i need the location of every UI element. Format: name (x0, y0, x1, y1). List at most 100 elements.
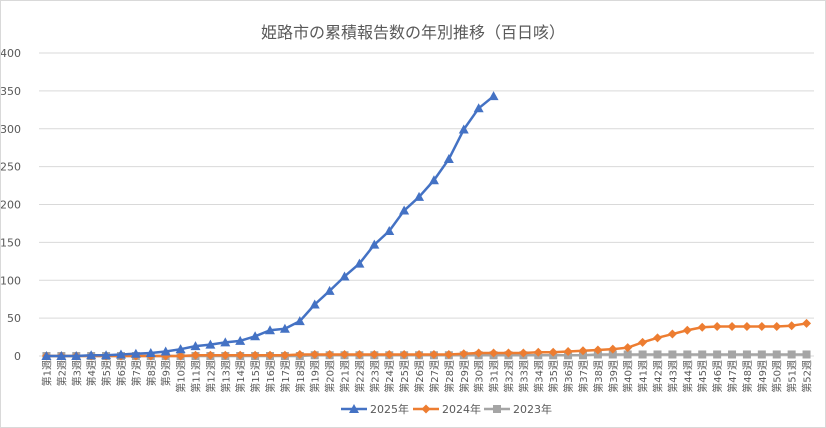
data-point (250, 331, 261, 341)
data-point (638, 337, 648, 347)
x-tick-label: 第39週 (607, 360, 620, 393)
data-point (578, 346, 588, 356)
data-point (713, 350, 722, 359)
data-point (354, 258, 365, 268)
series-line-2025年 (46, 95, 495, 358)
x-tick-label: 第50週 (771, 360, 784, 393)
x-tick-label: 第24週 (383, 360, 396, 393)
data-point (205, 339, 216, 349)
data-point (115, 349, 126, 359)
data-point (548, 347, 558, 357)
x-tick-label: 第7週 (130, 360, 143, 386)
data-point (623, 343, 633, 353)
gridlines (39, 52, 814, 357)
x-tick-label: 第37週 (577, 360, 590, 393)
data-point (265, 325, 276, 335)
x-tick-label: 第32週 (502, 360, 515, 393)
data-point (354, 349, 364, 359)
data-point (638, 350, 647, 359)
x-tick-label: 第41週 (637, 360, 650, 393)
x-tick-label: 第26週 (413, 360, 426, 393)
data-point (384, 226, 395, 236)
data-point (489, 348, 499, 358)
x-tick-label: 第28週 (443, 360, 456, 393)
x-tick-label: 第8週 (145, 360, 158, 386)
data-point (787, 350, 796, 359)
data-point (340, 349, 350, 359)
legend-marker (421, 404, 431, 414)
data-point (428, 175, 439, 185)
data-point (668, 350, 677, 359)
x-tick-label: 第42週 (652, 360, 665, 393)
data-point (250, 350, 260, 360)
data-point (667, 329, 677, 339)
data-point (309, 299, 320, 309)
data-point (325, 349, 335, 359)
data-point (145, 347, 156, 357)
x-tick-label: 第4週 (85, 360, 98, 386)
data-point (56, 351, 67, 360)
x-tick-label: 第18週 (294, 360, 307, 393)
x-tick-label: 第45週 (696, 360, 709, 393)
x-tick-label: 第48週 (741, 360, 754, 393)
data-point (175, 344, 186, 354)
data-point (772, 350, 781, 359)
data-point (429, 349, 439, 359)
data-point (683, 350, 692, 359)
data-point (802, 318, 812, 328)
data-point (459, 349, 469, 359)
data-point (444, 349, 454, 359)
data-point (369, 239, 380, 249)
y-tick-label: 350 (1, 85, 21, 98)
chart-title: 姫路市の累積報告数の年別推移（百日咳） (261, 23, 565, 42)
data-point (205, 350, 215, 360)
y-axis-ticks: 0 50 100 150 200 250 300 350 400 (1, 47, 21, 363)
legend: 2025年 2024年 2023年 (341, 402, 552, 416)
data-point (235, 335, 246, 345)
x-tick-label: 第29週 (458, 360, 471, 393)
x-axis-ticks: 第1週 第2週 第3週 第4週 第5週 第6週 第7週 第8週 第9週 第10週 第11週 第12週第… (40, 360, 813, 393)
data-point (608, 350, 617, 359)
data-point (697, 322, 707, 332)
data-point (653, 350, 662, 359)
x-tick-label: 第43週 (666, 360, 679, 393)
data-point (384, 349, 394, 359)
legend-label: 2024年 (442, 402, 481, 416)
series-line-2024年 (46, 322, 807, 358)
data-point (727, 321, 737, 331)
x-tick-label: 第10週 (175, 360, 188, 393)
data-point (772, 321, 782, 331)
data-point (488, 91, 499, 101)
data-point (190, 341, 201, 351)
data-point (294, 316, 305, 326)
data-point (742, 350, 751, 359)
data-point (130, 348, 141, 358)
x-tick-label: 第23週 (368, 360, 381, 393)
data-point (518, 348, 528, 358)
data-point (71, 351, 82, 360)
x-tick-label: 第16週 (264, 360, 277, 393)
data-point (235, 350, 245, 360)
data-point (473, 103, 484, 113)
x-tick-label: 第35週 (547, 360, 560, 393)
data-point (101, 350, 112, 360)
data-point (578, 351, 587, 360)
y-tick-label: 300 (1, 123, 21, 136)
legend-item-2025年: 2025年 (341, 402, 409, 416)
x-tick-label: 第34週 (532, 360, 545, 393)
x-tick-label: 第27週 (428, 360, 441, 393)
x-tick-label: 第25週 (398, 360, 411, 393)
data-point (608, 344, 618, 354)
y-tick-label: 50 (7, 312, 21, 325)
data-point (160, 346, 171, 356)
data-point (503, 348, 513, 358)
x-tick-label: 第5週 (100, 360, 113, 386)
y-tick-label: 150 (1, 236, 21, 249)
x-tick-label: 第17週 (279, 360, 292, 393)
x-tick-label: 第44週 (681, 360, 694, 393)
data-point (698, 350, 707, 359)
data-point (295, 349, 305, 359)
data-point (563, 346, 573, 356)
data-point (414, 191, 425, 201)
